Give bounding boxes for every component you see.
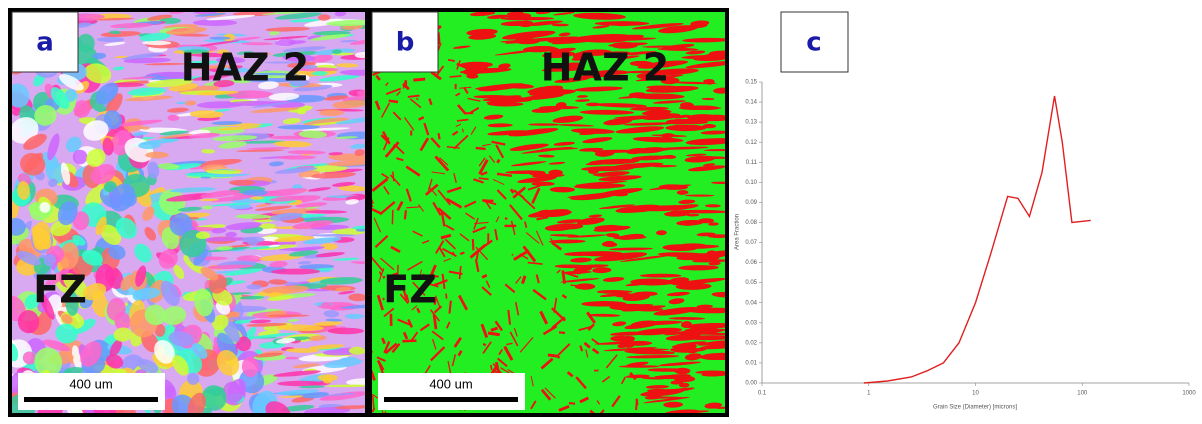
- x-axis-title: Grain Size (Diameter) [microns]: [933, 405, 1017, 411]
- y-tick-label: 0.11: [746, 160, 758, 166]
- y-tick-label: 0.10: [745, 180, 757, 186]
- y-axis-title: Area Fraction: [735, 214, 741, 250]
- grain-boundary: [413, 79, 425, 80]
- grain-boundary: [558, 356, 560, 358]
- panel-label: a: [36, 28, 54, 58]
- grain-boundary: [491, 365, 492, 370]
- grain-boundary: [449, 301, 450, 314]
- x-tick-label: 0.1: [758, 391, 767, 397]
- x-tick-label: 10: [972, 391, 979, 397]
- grain: [318, 374, 338, 381]
- phase-region: [597, 290, 630, 294]
- grain-boundary: [482, 275, 487, 277]
- data-line: [864, 96, 1091, 383]
- grain-boundary: [476, 148, 486, 149]
- grain-boundary: [393, 172, 394, 182]
- grain-boundary: [559, 332, 565, 333]
- phase-region: [595, 21, 650, 26]
- y-tick-label: 0.06: [745, 260, 757, 266]
- grain-boundary: [548, 355, 557, 356]
- y-tick-label: 0.14: [745, 100, 757, 106]
- grain-boundary: [506, 218, 507, 220]
- grain-boundary: [408, 96, 420, 97]
- grain-boundary: [497, 160, 499, 163]
- y-tick-label: 0.05: [745, 280, 757, 286]
- grain-boundary: [439, 32, 440, 44]
- grain-boundary: [446, 294, 447, 299]
- y-tick-label: 0.03: [745, 320, 757, 326]
- y-tick-label: 0.00: [745, 381, 757, 387]
- grain-boundary: [569, 403, 575, 404]
- panel-label: b: [396, 28, 415, 58]
- scale-bar: [384, 397, 518, 402]
- grain-boundary: [636, 402, 637, 410]
- grain-boundary: [460, 253, 464, 255]
- x-tick-label: 100: [1077, 391, 1088, 397]
- grain-boundary: [512, 254, 513, 256]
- grain-boundary: [389, 101, 398, 102]
- grain-boundary: [439, 133, 440, 139]
- region-label: FZ: [33, 268, 87, 312]
- grain-boundary: [490, 124, 492, 126]
- y-tick-label: 0.07: [745, 240, 757, 246]
- y-tick-label: 0.01: [745, 361, 757, 367]
- y-tick-label: 0.15: [745, 80, 757, 86]
- region-label: HAZ 2: [181, 46, 309, 90]
- grain-boundary: [483, 344, 485, 346]
- y-tick-label: 0.13: [745, 120, 757, 126]
- grain-boundary: [402, 341, 416, 342]
- panel-label: c: [806, 28, 821, 58]
- scale-bar-label: 400 um: [429, 376, 472, 391]
- grain-boundary: [448, 60, 455, 61]
- grain-boundary: [405, 210, 406, 219]
- grain-boundary: [488, 333, 500, 335]
- grain-boundary: [434, 314, 436, 329]
- y-tick-label: 0.04: [745, 300, 757, 306]
- y-tick-label: 0.02: [745, 340, 757, 346]
- grain-boundary: [392, 210, 393, 224]
- y-tick-label: 0.08: [745, 220, 757, 226]
- scale-bar-label: 400 um: [69, 376, 112, 391]
- scale-bar: [24, 397, 158, 402]
- grain-boundary: [417, 98, 418, 99]
- grain: [328, 328, 365, 335]
- x-tick-label: 1: [867, 391, 871, 397]
- y-tick-label: 0.09: [745, 200, 757, 206]
- grain-boundary: [482, 200, 493, 201]
- region-label: FZ: [383, 268, 437, 312]
- x-tick-label: 1000: [1182, 391, 1196, 397]
- phase-region: [539, 106, 579, 109]
- phase-region: [665, 125, 706, 132]
- y-tick-label: 0.12: [745, 140, 757, 146]
- chart: Grain Size (Diameter) [microns] Area Fra…: [735, 80, 1197, 411]
- region-label: HAZ 2: [541, 46, 669, 90]
